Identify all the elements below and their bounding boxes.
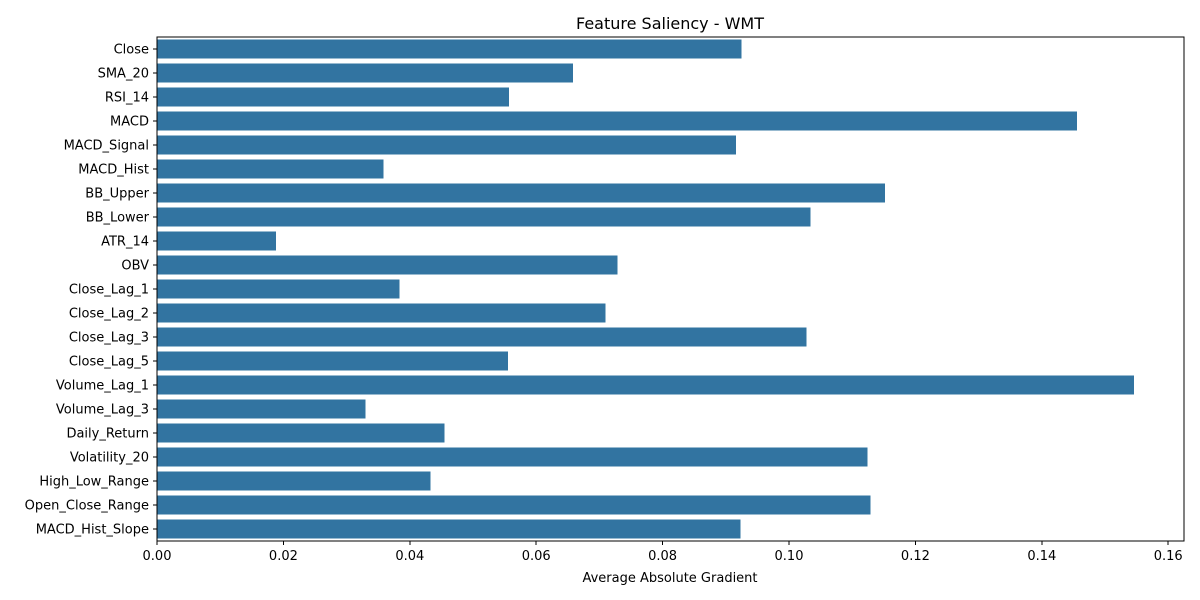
- y-tick-label: MACD_Hist: [78, 163, 149, 178]
- bar-close: [157, 39, 742, 59]
- y-tick-label: MACD_Signal: [64, 139, 149, 154]
- bar-sma-20: [157, 63, 573, 83]
- y-tick-label: Volume_Lag_1: [56, 379, 149, 394]
- y-tick-label: ATR_14: [101, 235, 149, 250]
- bar-bb-lower: [157, 207, 811, 227]
- bars-group: [157, 39, 1135, 539]
- x-tick-label: 0.14: [1027, 549, 1056, 564]
- x-tick-label: 0.00: [143, 549, 172, 564]
- y-tick-label: Open_Close_Range: [25, 499, 149, 514]
- y-tick-label: Close: [114, 43, 149, 58]
- bar-macd-hist-slope: [157, 519, 741, 539]
- bar-bb-upper: [157, 183, 886, 203]
- bar-rsi-14: [157, 87, 510, 107]
- x-axis-ticks: 0.00 0.02 0.04 0.06 0.08 0.10 0.12 0.14 0.16: [143, 541, 1183, 564]
- y-tick-label: RSI_14: [105, 91, 149, 106]
- y-tick-label: Close_Lag_2: [69, 307, 149, 322]
- y-tick-label: BB_Lower: [86, 211, 150, 226]
- x-tick-label: 0.06: [522, 549, 551, 564]
- bar-close-lag-1: [157, 279, 400, 299]
- y-tick-label: Close_Lag_3: [69, 331, 149, 346]
- bar-close-lag-3: [157, 327, 807, 347]
- y-tick-label: High_Low_Range: [39, 475, 149, 490]
- y-tick-label: Volume_Lag_3: [56, 403, 149, 418]
- bar-open-close-range: [157, 495, 871, 515]
- y-tick-label: MACD: [110, 115, 149, 130]
- y-axis-ticks: Close SMA_20 RSI_14 MACD MACD_Signal MACD_His…: [25, 43, 157, 538]
- plot-frame: [156, 36, 1185, 542]
- bar-macd: [157, 111, 1078, 131]
- bar-close-lag-5: [157, 351, 508, 371]
- bar-volatility-20: [157, 447, 868, 467]
- bar-volume-lag-1: [157, 375, 1135, 395]
- y-tick-label: Daily_Return: [66, 427, 149, 442]
- y-tick-label: Close_Lag_5: [69, 355, 149, 370]
- y-tick-label: Close_Lag_1: [69, 283, 149, 298]
- y-tick-label: Volatility_20: [70, 451, 149, 466]
- x-tick-label: 0.04: [395, 549, 424, 564]
- chart-title: Feature Saliency - WMT: [576, 14, 764, 33]
- bar-close-lag-2: [157, 303, 606, 323]
- x-tick-label: 0.12: [901, 549, 930, 564]
- x-tick-label: 0.02: [269, 549, 298, 564]
- x-tick-label: 0.16: [1154, 549, 1183, 564]
- bar-daily-return: [157, 423, 445, 443]
- x-axis-label: Average Absolute Gradient: [582, 571, 757, 586]
- y-tick-label: SMA_20: [98, 67, 149, 82]
- bar-atr-14: [157, 231, 276, 251]
- bar-high-low-range: [157, 471, 431, 491]
- x-tick-label: 0.08: [648, 549, 677, 564]
- bar-macd-signal: [157, 135, 736, 155]
- y-tick-label: BB_Upper: [85, 187, 149, 202]
- bar-volume-lag-3: [157, 399, 366, 419]
- y-tick-label: OBV: [121, 259, 149, 274]
- y-tick-label: MACD_Hist_Slope: [36, 523, 149, 538]
- x-tick-label: 0.10: [775, 549, 804, 564]
- bar-obv: [157, 255, 618, 275]
- bar-macd-hist: [157, 159, 384, 179]
